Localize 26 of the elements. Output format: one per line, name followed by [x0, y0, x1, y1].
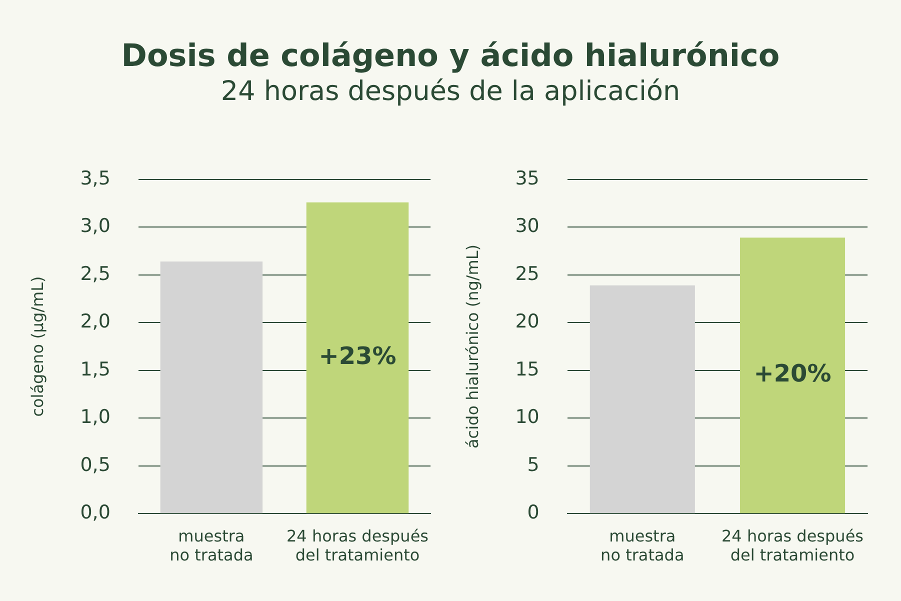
y-tick-label: 35	[515, 167, 540, 190]
chart-subtitle: 24 horas después de la aplicación	[220, 76, 682, 107]
y-tick-label: 0	[527, 502, 540, 524]
y-axis-title: ácido hialurónico (ng/mL)	[462, 244, 482, 448]
x-tick-label: muestra no tratada	[170, 526, 254, 565]
y-tick-label: 2,5	[80, 262, 110, 285]
x-tick-label: muestra no tratada	[600, 526, 684, 565]
annotation: +20%	[754, 360, 832, 388]
x-tick-label: 24 horas después del tratamiento	[286, 526, 429, 565]
y-tick-label: 20	[515, 310, 540, 333]
y-tick-label: 3,0	[80, 215, 110, 238]
y-tick-label: 15	[515, 358, 540, 380]
y-tick-label: 0,0	[80, 502, 110, 524]
y-tick-label: 30	[515, 215, 540, 238]
x-tick-label: 24 horas después del tratamiento	[722, 526, 864, 565]
y-tick-label: 3,5	[80, 167, 110, 190]
annotation: +23%	[318, 342, 396, 370]
y-tick-label: 5	[527, 454, 540, 476]
y-tick-label: 0,5	[80, 454, 110, 476]
y-tick-label: 1,0	[80, 406, 110, 428]
y-tick-label: 2,0	[80, 310, 110, 333]
y-tick-label: 1,5	[80, 358, 110, 380]
y-tick-label: 10	[515, 406, 540, 428]
y-tick-label: 25	[515, 262, 540, 285]
chart-title: Dosis de colágeno y ácido hialurónico	[120, 38, 781, 74]
y-axis-title: colágeno (µg/mL)	[28, 276, 47, 417]
